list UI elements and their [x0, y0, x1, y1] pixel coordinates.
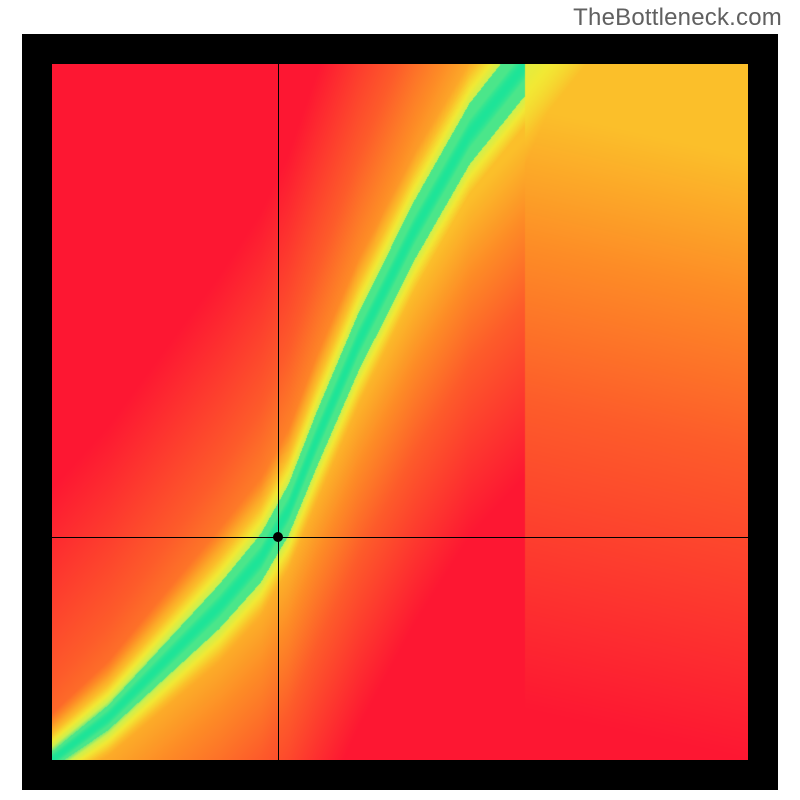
crosshair-vertical: [278, 64, 279, 760]
root-container: TheBottleneck.com: [0, 0, 800, 800]
crosshair-dot: [273, 532, 283, 542]
chart-frame: [22, 34, 778, 790]
heatmap-canvas: [52, 64, 748, 760]
heatmap-plot: [52, 64, 748, 760]
watermark-text: TheBottleneck.com: [573, 4, 782, 32]
crosshair-horizontal: [52, 537, 748, 538]
